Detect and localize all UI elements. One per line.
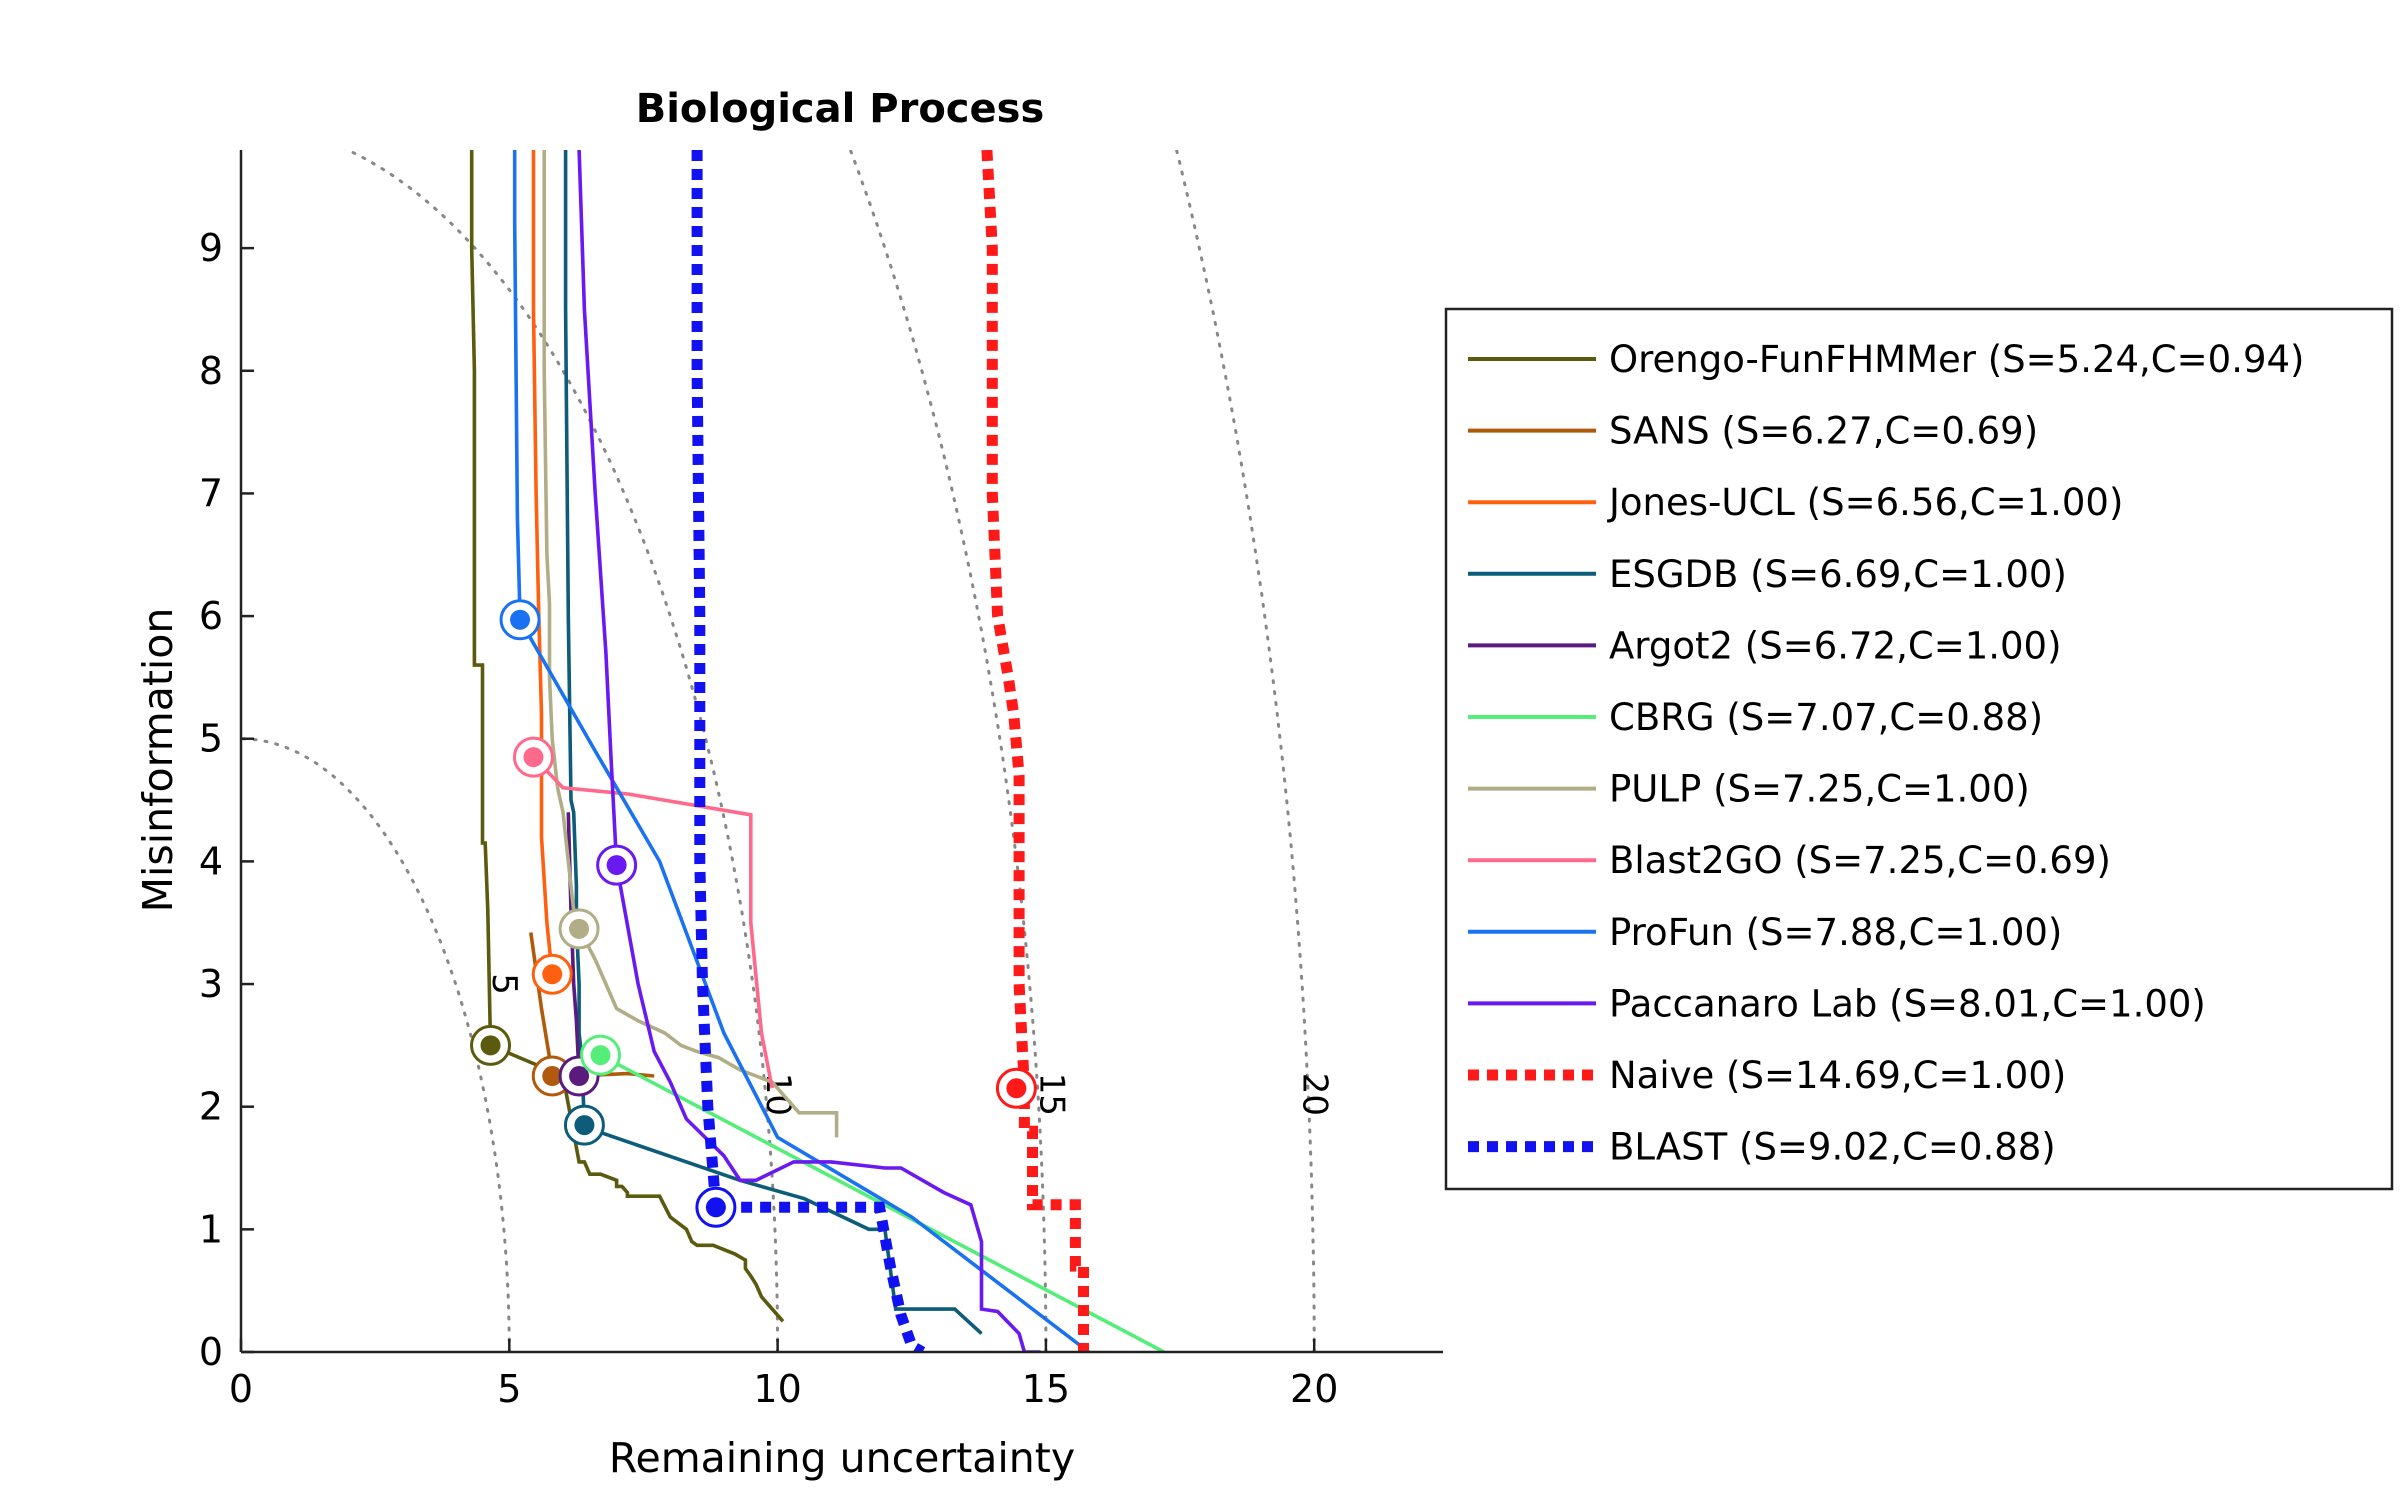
contour-label-5: 5 [484, 973, 524, 995]
series-marker-11 [705, 1197, 726, 1218]
legend-label-6: PULP (S=7.25,C=1.00) [1609, 768, 2030, 811]
series-marker-0 [480, 1035, 501, 1056]
legend-label-8: ProFun (S=7.88,C=1.00) [1609, 911, 2062, 954]
series-line-3 [563, 150, 983, 1335]
series-marker-5 [590, 1045, 611, 1066]
legend-label-4: Argot2 (S=6.72,C=1.00) [1609, 624, 2062, 667]
series-line-11 [691, 150, 926, 1352]
series-line-0 [469, 150, 785, 1323]
y-axis-label: Misinformation [134, 608, 182, 913]
contour-5 [241, 737, 511, 1352]
series-line-2 [531, 150, 554, 975]
series-marker-1 [542, 1066, 563, 1087]
y-tick-label-9: 9 [199, 226, 223, 270]
legend-label-5: CBRG (S=7.07,C=0.88) [1609, 696, 2043, 739]
x-tick-label-0: 0 [229, 1367, 253, 1411]
legend-label-3: ESGDB (S=6.69,C=1.00) [1609, 553, 2067, 596]
x-tick-label-5: 5 [497, 1367, 521, 1411]
x-tick-label-10: 10 [753, 1367, 801, 1411]
series-marker-8 [510, 609, 531, 630]
series-marker-7 [523, 747, 544, 768]
series-line-9 [577, 150, 1041, 1352]
axes: 0 5 10 15 20 0 1 2 3 4 5 6 7 8 9 [199, 150, 1443, 1411]
y-tick-label-4: 4 [199, 839, 223, 883]
legend-label-1: SANS (S=6.27,C=0.69) [1609, 410, 2038, 453]
contour-10 [344, 150, 780, 1352]
legend-label-9: Paccanaro Lab (S=8.01,C=1.00) [1609, 982, 2206, 1025]
x-tick-label-20: 20 [1290, 1367, 1338, 1411]
x-tick-label-15: 15 [1022, 1367, 1070, 1411]
series-marker-6 [569, 918, 590, 939]
legend-label-11: BLAST (S=9.02,C=0.88) [1609, 1126, 2056, 1169]
series-line-8 [512, 150, 1090, 1352]
x-axis-label: Remaining uncertainty [609, 1434, 1075, 1482]
y-tick-label-1: 1 [199, 1207, 223, 1251]
contour-15 [848, 150, 1048, 1352]
legend-label-10: Naive (S=14.69,C=1.00) [1609, 1054, 2066, 1097]
y-tick-label-0: 0 [199, 1330, 223, 1374]
legend-box [1444, 307, 2394, 1191]
y-tick-label-5: 5 [199, 717, 223, 761]
legend-label-0: Orengo-FunFHMMer (S=5.24,C=0.94) [1609, 338, 2304, 381]
chart-title: Biological Process [636, 86, 1045, 132]
series-line-6 [542, 150, 839, 1138]
legend-label-7: Blast2GO (S=7.25,C=0.69) [1609, 839, 2111, 882]
series-layer [469, 150, 1165, 1352]
series-marker-4 [569, 1066, 590, 1087]
legend-label-2: Jones-UCL (S=6.56,C=1.00) [1607, 481, 2123, 524]
series-marker-9 [606, 855, 627, 876]
series-marker-2 [542, 964, 563, 985]
y-tick-label-3: 3 [199, 962, 223, 1006]
y-tick-label-7: 7 [199, 471, 223, 515]
legend: Orengo-FunFHMMer (S=5.24,C=0.94) SANS (S=… [1444, 307, 2394, 1191]
series-line-10 [981, 150, 1089, 1352]
y-tick-label-6: 6 [199, 594, 223, 638]
y-tick-label-8: 8 [199, 349, 223, 393]
contour-label-20: 20 [1294, 1073, 1334, 1116]
series-marker-3 [574, 1115, 595, 1136]
contour-label-15: 15 [1032, 1073, 1072, 1116]
series-marker-10 [1006, 1078, 1027, 1099]
y-tick-label-2: 2 [199, 1085, 223, 1129]
contours-layer: 510 15 20 [241, 150, 1334, 1352]
series-line-7 [532, 755, 774, 1089]
